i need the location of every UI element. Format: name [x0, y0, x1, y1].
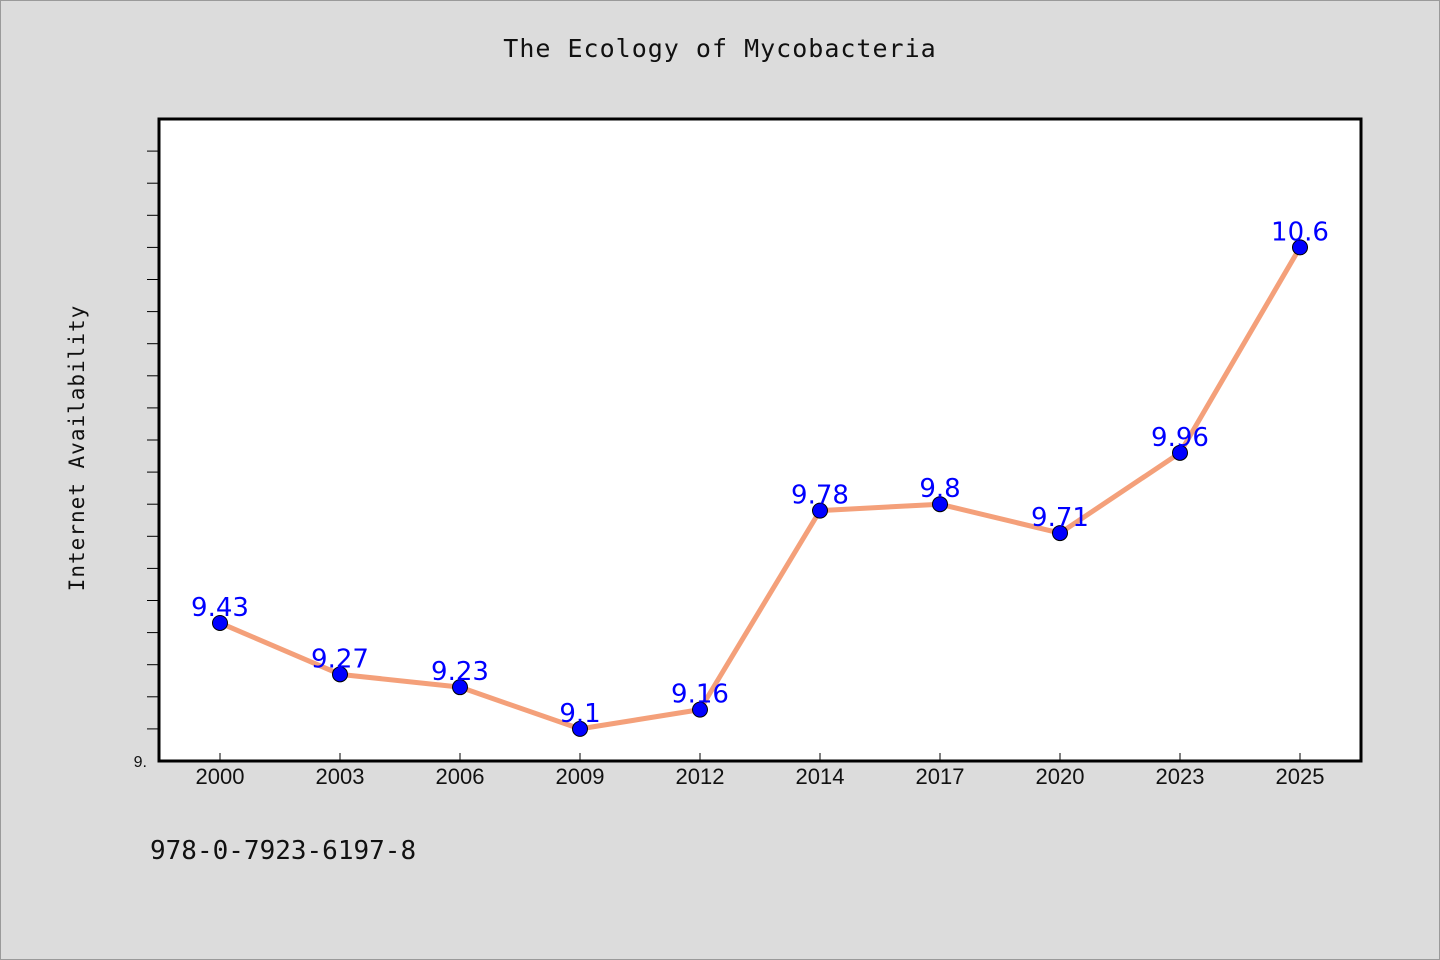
data-label: 9.43 [191, 593, 249, 623]
data-label: 9.1 [559, 699, 600, 729]
data-label: 9.16 [671, 680, 729, 710]
x-tick-label: 2003 [316, 764, 365, 789]
x-tick-label: 2012 [676, 764, 725, 789]
data-point [572, 720, 588, 737]
data-point [932, 496, 948, 513]
x-tick-label: 2017 [916, 764, 965, 789]
data-point [452, 679, 468, 696]
data-label: 9.27 [311, 644, 369, 674]
data-label: 9.8 [919, 474, 960, 504]
data-point [1172, 444, 1188, 461]
data-label: 9.23 [431, 657, 489, 687]
x-tick-label: 2006 [436, 764, 485, 789]
data-label: 9.78 [791, 481, 849, 511]
data-label: 10.6 [1271, 217, 1329, 247]
chart-title: The Ecology of Mycobacteria [503, 34, 937, 63]
series-line [217, 244, 1303, 732]
data-point [1292, 239, 1308, 256]
data-point [812, 502, 828, 519]
x-tick-label: 2020 [1036, 764, 1085, 789]
x-tick-label: 2014 [796, 764, 845, 789]
data-point [212, 614, 228, 631]
y-tick-label: 9. [134, 754, 147, 771]
x-tick-label: 2025 [1276, 764, 1325, 789]
data-point [332, 666, 348, 683]
x-tick-label: 2023 [1156, 764, 1205, 789]
y-axis-ticks: 9. [134, 150, 159, 771]
data-point [1052, 525, 1068, 542]
plot-area [157, 117, 1363, 763]
x-tick-label: 2009 [556, 764, 605, 789]
data-label: 9.71 [1031, 503, 1089, 533]
data-labels: 9.43 9.27 9.23 9.1 9.16 9.78 9.8 9.71 9.96 10.6 [191, 217, 1329, 729]
x-axis-ticks: 2000 2003 2006 2009 2012 2014 2017 2020 2023 2025 [196, 753, 1325, 789]
x-tick-label: 2000 [196, 764, 245, 789]
data-point [692, 701, 708, 718]
isbn-code: 978-0-7923-6197-8 [150, 836, 417, 866]
series-markers [212, 239, 1308, 737]
data-label: 9.96 [1151, 423, 1209, 453]
